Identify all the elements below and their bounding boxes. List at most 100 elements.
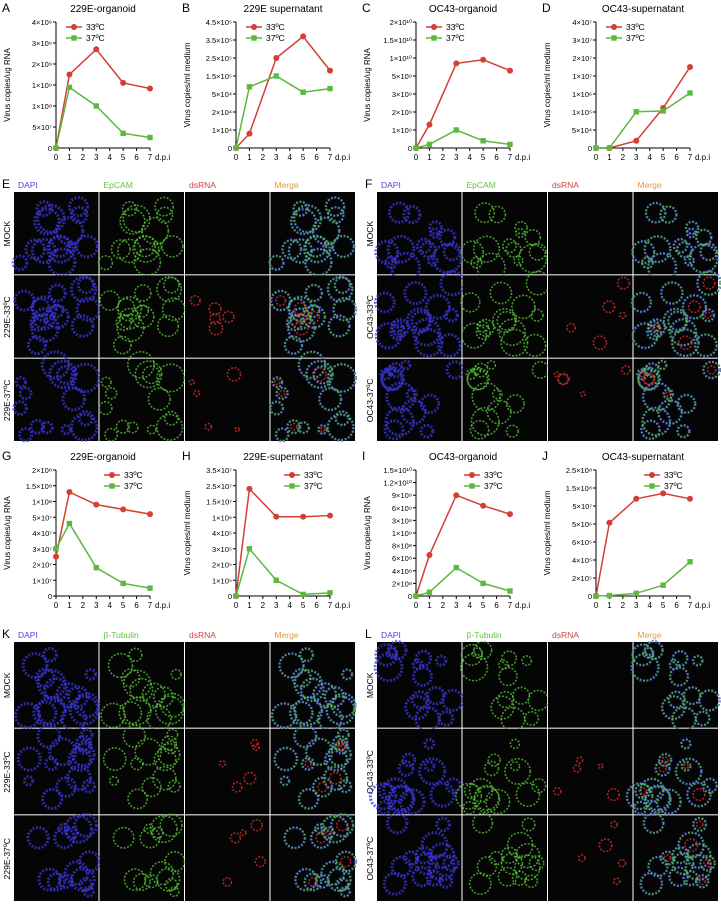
cell-cluster xyxy=(161,735,177,752)
cell-cluster xyxy=(511,294,536,320)
cell-cluster xyxy=(500,328,529,357)
column-header: EpCAM xyxy=(104,180,133,190)
cell-cluster xyxy=(70,742,96,767)
cell-cluster xyxy=(469,419,490,440)
column-header: DAPI xyxy=(381,630,401,640)
cell-cluster xyxy=(676,241,693,258)
x-tick-label: 2 xyxy=(621,601,626,610)
data-point xyxy=(633,109,639,115)
row-label: 229E-37ºC xyxy=(2,380,12,421)
cell-cluster xyxy=(428,220,444,236)
cell-cluster xyxy=(193,389,201,397)
y-tick-label: 2×10⁵ xyxy=(212,561,232,570)
cell-cluster xyxy=(116,314,145,343)
x-tick-label: 6 xyxy=(134,601,139,610)
cell-cluster xyxy=(374,321,403,350)
cell-cluster xyxy=(293,669,323,699)
cell-cluster xyxy=(312,366,327,382)
x-axis-label: d.p.i xyxy=(515,153,530,162)
cell-cluster xyxy=(11,254,29,272)
cell-cluster xyxy=(505,241,522,258)
cell-cluster xyxy=(616,276,631,290)
cell-cluster xyxy=(289,422,298,431)
cell-cluster xyxy=(303,235,331,263)
data-point xyxy=(453,492,460,499)
y-tick-label: 1×10⁸ xyxy=(32,498,52,507)
cell-cluster xyxy=(489,281,513,305)
cell-cluster xyxy=(695,228,713,246)
cell-cluster xyxy=(706,365,717,375)
cell-cluster xyxy=(473,640,493,660)
cell-cluster xyxy=(638,371,646,378)
x-tick-label: 5 xyxy=(481,601,486,610)
chart-title: OC43-organoid xyxy=(429,452,497,463)
data-point xyxy=(687,64,693,70)
y-axis-label: Virus copies/ml medium xyxy=(183,42,192,127)
data-point xyxy=(93,564,99,571)
cell-cluster xyxy=(702,276,716,290)
data-point xyxy=(66,489,73,496)
cell-cluster xyxy=(637,367,661,391)
cell-cluster xyxy=(123,868,147,892)
cell-cluster xyxy=(402,204,422,225)
cell-cluster xyxy=(167,779,181,793)
cell-cluster xyxy=(575,756,584,764)
cell-cluster xyxy=(427,853,456,882)
cell-cluster xyxy=(55,364,76,385)
cell-cluster xyxy=(121,200,138,217)
cell-cluster xyxy=(501,650,518,667)
cell-cluster xyxy=(131,305,155,329)
cell-cluster xyxy=(29,418,46,435)
cell-cluster xyxy=(46,235,75,264)
cell-cluster xyxy=(514,842,541,869)
y-tick-label: 6×10⁵ xyxy=(572,538,592,547)
cell-cluster xyxy=(157,742,181,767)
cell-cluster xyxy=(155,413,184,441)
cell-cluster xyxy=(639,777,665,803)
cell-cluster xyxy=(397,760,415,777)
row-label: OC43-33ºC xyxy=(365,750,375,794)
cell-cluster xyxy=(659,205,678,224)
cell-cluster xyxy=(324,686,346,708)
y-tick-label: 1×10⁶ xyxy=(572,90,592,99)
x-tick-label: 1 xyxy=(607,153,612,162)
cell-cluster xyxy=(327,314,351,338)
cell-cluster xyxy=(254,855,266,868)
column-header: dsRNA xyxy=(552,180,579,190)
cell-cluster xyxy=(387,784,415,812)
cell-cluster xyxy=(170,668,182,680)
cell-cluster xyxy=(426,254,439,267)
cell-cluster xyxy=(500,852,524,875)
cell-cluster xyxy=(317,424,328,435)
cell-cluster xyxy=(275,294,287,307)
cell-cluster xyxy=(327,867,352,892)
x-tick-label: 7 xyxy=(328,153,333,162)
chart-title: OC43-supernatant xyxy=(602,4,684,15)
data-point xyxy=(480,138,486,144)
chart-title: OC43-supernatant xyxy=(602,452,684,463)
column-header: Merge xyxy=(275,180,299,190)
cell-cluster xyxy=(655,788,682,815)
legend-marker xyxy=(109,472,115,478)
cell-cluster xyxy=(287,314,316,343)
x-tick-label: 5 xyxy=(661,601,666,610)
cell-cluster xyxy=(466,367,490,391)
cell-cluster xyxy=(12,400,28,416)
cell-cluster xyxy=(333,276,351,294)
y-tick-label: 5×10⁶ xyxy=(572,520,592,529)
micrograph xyxy=(185,192,270,275)
y-tick-label: 4×10⁵ xyxy=(572,556,592,565)
cell-cluster xyxy=(524,228,542,246)
cell-cluster xyxy=(686,227,697,239)
cell-cluster xyxy=(492,308,518,334)
y-tick-label: 3×10⁹ xyxy=(392,516,412,525)
cell-cluster xyxy=(332,297,357,322)
y-axis-label: Virus copies/ml medium xyxy=(183,490,192,575)
row-label: MOCK xyxy=(365,672,375,698)
micrograph xyxy=(462,192,547,275)
y-tick-label: 1×10⁹ xyxy=(392,529,412,538)
cell-cluster xyxy=(334,740,349,755)
x-tick-label: 6 xyxy=(494,601,499,610)
data-point xyxy=(660,582,666,588)
cell-cluster xyxy=(48,359,78,390)
